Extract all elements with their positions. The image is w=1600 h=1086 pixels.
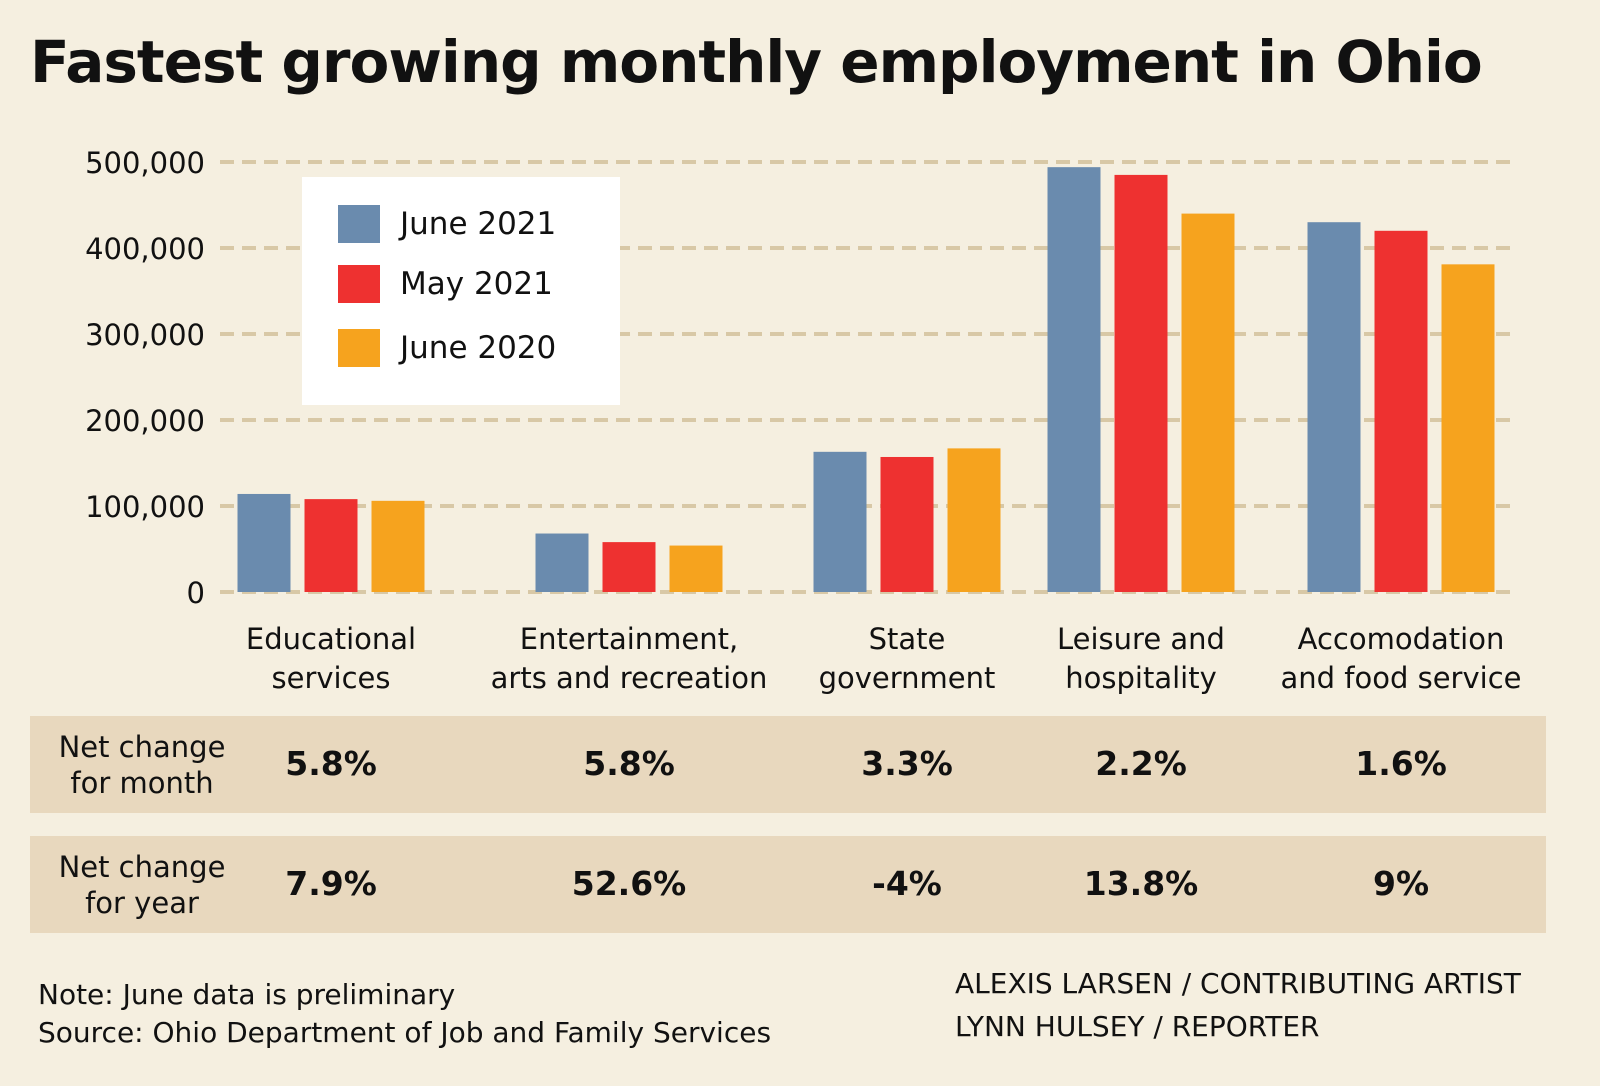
month-change-leisure: 2.2% — [1095, 744, 1187, 783]
y-tick-label: 100,000 — [85, 490, 205, 524]
category-label-line: Entertainment, — [519, 622, 739, 656]
bar-educational-june-2020 — [371, 500, 425, 592]
bar-chart: 0 100,000 200,000 300,000 400,000 500,000 — [85, 146, 1512, 610]
month-change-accomodation: 1.6% — [1355, 744, 1447, 783]
source-text: Source: Ohio Department of Job and Famil… — [38, 1016, 772, 1049]
y-axis-ticks: 0 100,000 200,000 300,000 400,000 500,000 — [85, 146, 205, 610]
bar-accomodation-june-2021 — [1307, 222, 1361, 592]
bar-accomodation-may-2021 — [1374, 230, 1428, 593]
category-label-line: arts and recreation — [490, 661, 768, 695]
legend-label-june-2021: June 2021 — [400, 206, 557, 242]
y-tick-label: 0 — [187, 576, 205, 610]
category-label-line: Leisure and — [1057, 622, 1225, 656]
bar-leisure-june-2021 — [1047, 167, 1101, 592]
credits: ALEXIS LARSEN / CONTRIBUTING ARTIST LYNN… — [955, 962, 1521, 1048]
bar-accomodation-june-2020 — [1441, 264, 1495, 592]
bar-entertainment-may-2021 — [602, 542, 656, 592]
category-label-line: services — [271, 661, 391, 695]
y-tick-label: 200,000 — [85, 404, 205, 438]
legend-label-june-2020: June 2020 — [400, 330, 557, 366]
category-label-line: Accomodation — [1297, 622, 1505, 656]
bar-leisure-june-2020 — [1181, 213, 1235, 592]
credit-artist: ALEXIS LARSEN / CONTRIBUTING ARTIST — [955, 967, 1521, 1000]
year-change-educational: 7.9% — [285, 864, 377, 903]
legend-item-june-2021: June 2021 — [338, 205, 556, 243]
legend-swatch-june-2021 — [338, 205, 380, 243]
bar-state-government-may-2021 — [880, 456, 934, 592]
category-label-accomodation: Accomodation and food service — [1241, 620, 1561, 698]
legend-label-may-2021: May 2021 — [400, 266, 553, 302]
category-label-leisure: Leisure and hospitality — [981, 620, 1301, 698]
category-label-state-government: State government — [747, 620, 1067, 698]
footnote: Note: June data is preliminary Source: O… — [38, 976, 771, 1052]
year-change-entertainment: 52.6% — [571, 864, 687, 903]
bar-entertainment-june-2021 — [535, 533, 589, 592]
legend: June 2021 May 2021 June 2020 — [302, 177, 620, 405]
bar-educational-may-2021 — [304, 499, 358, 592]
y-tick-label: 300,000 — [85, 318, 205, 352]
bar-entertainment-june-2020 — [669, 545, 723, 592]
category-label-educational: Educational services — [171, 620, 491, 698]
row-label-year: Net change for year — [42, 849, 242, 921]
credit-reporter: LYNN HULSEY / REPORTER — [955, 1010, 1320, 1043]
year-change-state-government: -4% — [872, 864, 942, 903]
category-label-line: hospitality — [1065, 661, 1217, 695]
bar-educational-june-2021 — [237, 493, 291, 592]
bars — [237, 167, 1495, 593]
row-label-line: for year — [85, 886, 199, 920]
row-label-line: Net change — [58, 730, 226, 764]
month-change-state-government: 3.3% — [861, 744, 953, 783]
month-change-entertainment: 5.8% — [583, 744, 675, 783]
row-label-line: for month — [70, 766, 214, 800]
note-text: Note: June data is preliminary — [38, 978, 456, 1011]
category-label-line: State — [868, 622, 946, 656]
legend-item-june-2020: June 2020 — [338, 329, 556, 367]
bar-state-government-june-2021 — [813, 451, 867, 592]
category-label-line: Educational — [245, 622, 417, 656]
month-change-educational: 5.8% — [285, 744, 377, 783]
bar-leisure-may-2021 — [1114, 174, 1168, 592]
legend-item-may-2021: May 2021 — [338, 265, 553, 303]
year-change-accomodation: 9% — [1372, 864, 1430, 903]
net-change-year-row: Net change for year 7.9% 52.6% -4% 13.8%… — [30, 836, 1546, 933]
category-label-line: and food service — [1280, 661, 1522, 695]
y-tick-label: 500,000 — [85, 146, 205, 180]
bar-state-government-june-2020 — [947, 448, 1001, 592]
row-label-line: Net change — [58, 850, 226, 884]
y-tick-label: 400,000 — [85, 232, 205, 266]
net-change-month-row: Net change for month 5.8% 5.8% 3.3% 2.2%… — [30, 716, 1546, 813]
legend-swatch-june-2020 — [338, 329, 380, 367]
category-label-line: government — [818, 661, 996, 695]
row-label-month: Net change for month — [42, 729, 242, 801]
chart-title: Fastest growing monthly employment in Oh… — [30, 28, 1483, 96]
legend-swatch-may-2021 — [338, 265, 380, 303]
year-change-leisure: 13.8% — [1083, 864, 1199, 903]
category-label-entertainment: Entertainment, arts and recreation — [469, 620, 789, 698]
